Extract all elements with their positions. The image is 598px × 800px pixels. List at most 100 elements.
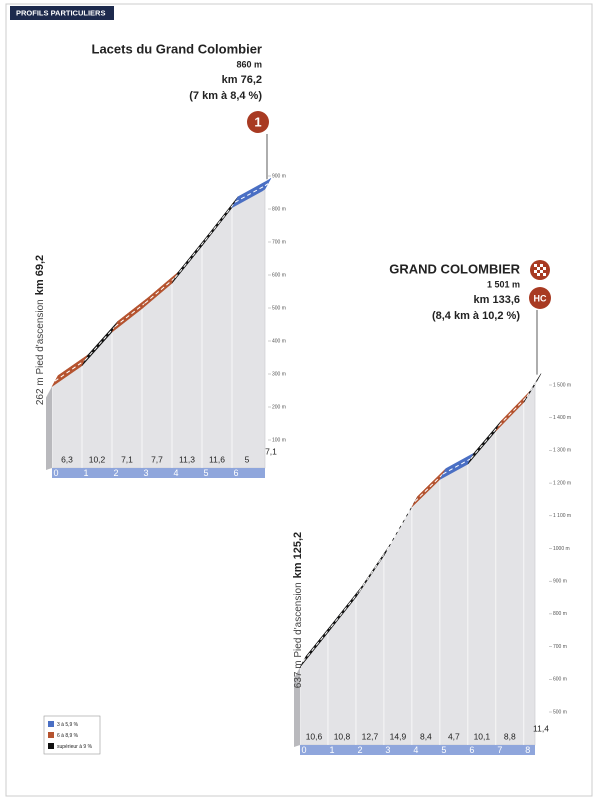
- header-tab: [10, 6, 114, 20]
- km-label: 7: [497, 745, 502, 755]
- segment-dash: [526, 378, 539, 398]
- y-tick-label: 200 m: [272, 404, 286, 410]
- legend-swatch: [48, 743, 54, 749]
- km-label: 8: [525, 745, 530, 755]
- segment-dash: [302, 626, 332, 663]
- segment-dash: [264, 183, 269, 187]
- y-tick-label: 700 m: [553, 644, 567, 650]
- checker: [534, 264, 537, 267]
- km-label: 6: [233, 468, 238, 478]
- climb-title: Lacets du Grand Colombier: [92, 41, 262, 56]
- km-label: 2: [113, 468, 118, 478]
- y-tick-label: 1 500 m: [553, 382, 571, 388]
- y-tick-label: 900 m: [272, 173, 286, 179]
- grade-label: 12,7: [362, 731, 379, 741]
- header-title: PROFILS PARTICULIERS: [16, 8, 105, 17]
- y-tick-label: 600 m: [272, 272, 286, 278]
- y-tick-label: 900 m: [553, 579, 567, 585]
- grade-label: 14,9: [390, 731, 407, 741]
- grade-label: 6,3: [61, 454, 73, 464]
- km-label: 4: [413, 745, 418, 755]
- grade-label: 11,4: [533, 723, 549, 733]
- checker: [540, 264, 543, 267]
- climb-km: km 76,2: [222, 74, 262, 86]
- km-label: 3: [385, 745, 390, 755]
- grade-label: 10,6: [306, 731, 323, 741]
- checker: [537, 267, 540, 270]
- y-tick-label: 1000 m: [553, 546, 570, 552]
- y-tick-label: 1 100 m: [553, 513, 571, 519]
- y-tick-label: 700 m: [272, 239, 286, 245]
- climb-summary: (7 km à 8,4 %): [189, 90, 262, 102]
- checker: [537, 273, 540, 276]
- profile-side: [294, 667, 300, 747]
- km-label: 1: [329, 745, 334, 755]
- segment-dash: [330, 591, 360, 628]
- segment-dash: [114, 302, 146, 327]
- segment-dash: [54, 359, 86, 382]
- km-label: 4: [173, 468, 178, 478]
- climb-summary: (8,4 km à 10,2 %): [432, 310, 520, 322]
- segment-dash: [174, 240, 206, 279]
- y-tick-label: 1 200 m: [553, 480, 571, 486]
- segment-dash: [204, 201, 236, 241]
- start-label: 637 m Pied d'ascension km 125,2: [292, 532, 304, 688]
- y-tick-label: 1 300 m: [553, 448, 571, 454]
- y-tick-label: 800 m: [553, 611, 567, 617]
- y-tick-label: 500 m: [272, 305, 286, 311]
- grade-label: 11,3: [179, 454, 195, 464]
- km-label: 1: [83, 468, 88, 478]
- km-band: [52, 468, 265, 478]
- grade-label: 5: [245, 454, 250, 464]
- grade-label: 7,1: [121, 454, 133, 464]
- y-tick-label: 100 m: [272, 437, 286, 443]
- checker: [543, 267, 546, 270]
- climb-km: km 133,6: [474, 294, 520, 306]
- profile-chart: 100 m 200 m 300 m 400 m 500 m 600 m 700 m 800 m…: [34, 41, 286, 478]
- start-altitude: 637 m Pied d'ascension: [293, 582, 304, 688]
- profile-side: [46, 386, 52, 470]
- y-tick-label: 300 m: [272, 371, 286, 377]
- km-label: 3: [143, 468, 148, 478]
- badge-text: 1: [254, 114, 261, 129]
- climb-altitude: 860 m: [236, 59, 262, 69]
- grade-label: 10,1: [474, 731, 491, 741]
- km-label: 2: [357, 745, 362, 755]
- grade-label: 7,1: [265, 446, 277, 456]
- km-label: 0: [53, 468, 58, 478]
- segment-dash: [386, 501, 416, 551]
- climb-altitude: 1 501 m: [487, 279, 520, 289]
- km-label: 0: [301, 745, 306, 755]
- badge-text: HC: [534, 293, 547, 303]
- km-band: [300, 745, 535, 755]
- grade-label: 10,8: [334, 731, 351, 741]
- grade-label: 8,4: [420, 731, 432, 741]
- segment-dash: [84, 326, 116, 361]
- grade-label: 7,7: [151, 454, 163, 464]
- legend-swatch: [48, 732, 54, 738]
- km-label: 5: [441, 745, 446, 755]
- segment-dash: [234, 185, 266, 203]
- km-label: 6: [469, 745, 474, 755]
- legend-swatch: [48, 721, 54, 727]
- badge: [247, 111, 269, 133]
- climb-title: GRAND COLOMBIER: [389, 261, 520, 276]
- y-tick-label: 600 m: [553, 677, 567, 683]
- checker: [543, 273, 546, 276]
- y-tick-label: 1 400 m: [553, 415, 571, 421]
- checker: [534, 270, 537, 273]
- start-km: km 125,2: [292, 532, 304, 578]
- legend-label: supérieur à 9 %: [57, 744, 93, 750]
- badge: [529, 287, 551, 309]
- legend-label: 3 à 5,9 %: [57, 722, 79, 728]
- start-altitude: 262 m Pied d'ascension: [35, 299, 46, 405]
- legend-label: 6 à 8,9 %: [57, 733, 79, 739]
- y-tick-label: 800 m: [272, 206, 286, 212]
- segment-dash: [442, 458, 472, 475]
- grade-label: 11,6: [209, 454, 225, 464]
- grade-label: 4,7: [448, 731, 460, 741]
- grade-label: 10,2: [89, 454, 106, 464]
- y-tick-label: 400 m: [272, 338, 286, 344]
- y-tick-label: 500 m: [553, 709, 567, 715]
- km-label: 5: [203, 468, 208, 478]
